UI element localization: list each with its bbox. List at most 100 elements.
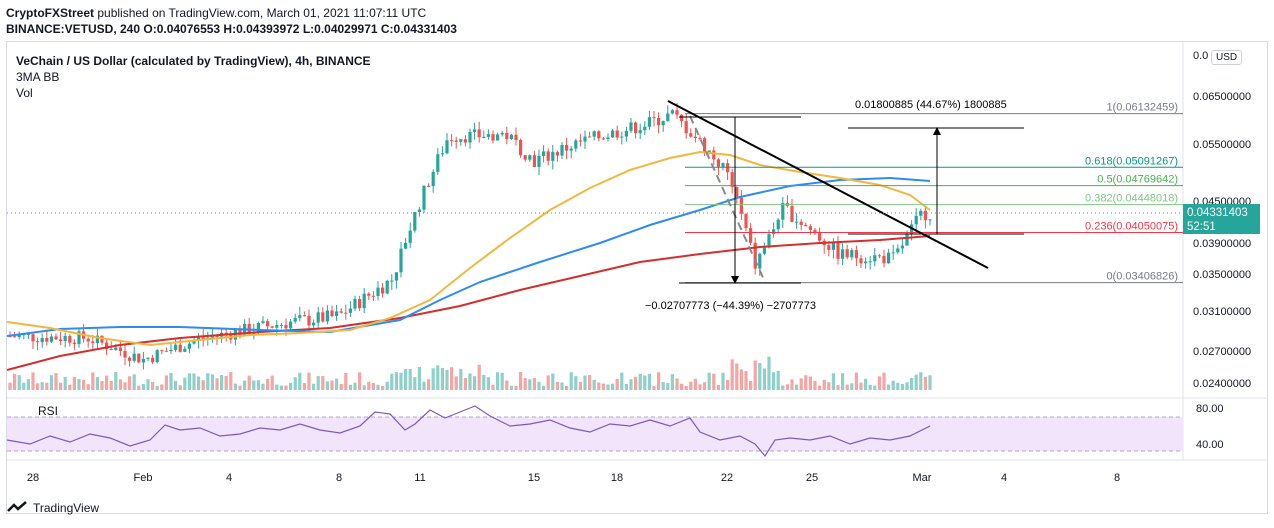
volume-bar [348, 384, 352, 390]
rsi-tick-label: 80.00 [1196, 403, 1224, 415]
volume-bar [141, 383, 145, 390]
volume-bar [574, 376, 578, 390]
volume-bar [721, 372, 725, 390]
volume-bar [583, 375, 587, 390]
candle-body [643, 126, 647, 131]
candle-body [348, 308, 352, 313]
volume-bar [537, 381, 541, 390]
candle-body [845, 249, 849, 258]
candle-body [128, 357, 132, 361]
volume-bar [63, 376, 67, 390]
candle-body [339, 311, 343, 313]
volume-bar [160, 384, 164, 390]
tradingview-brand: TradingView [33, 501, 100, 515]
candle-body [77, 331, 81, 345]
lower-measure-label: −0.02707773 (−44.39%) −2707773 [645, 300, 816, 312]
candle-body [555, 152, 559, 156]
volume-bar [873, 385, 877, 390]
candle-body [896, 248, 900, 253]
volume-bar [454, 376, 458, 390]
volume-bar [505, 380, 509, 390]
volume-bar [698, 384, 702, 390]
volume-bar [436, 365, 440, 390]
volume-bar [399, 372, 403, 390]
volume-bar [896, 382, 900, 390]
candle-body [873, 255, 877, 262]
arrow-head [933, 127, 941, 135]
volume-bar [827, 382, 831, 390]
volume-bar [813, 380, 817, 390]
volume-bar [726, 379, 730, 390]
candle-body [739, 197, 743, 214]
rsi-band [7, 417, 1183, 451]
candle-body [804, 224, 808, 227]
currency-badge[interactable]: USD [1211, 50, 1243, 65]
volume-bar [776, 370, 780, 390]
candle-body [312, 322, 316, 326]
volume-bar [344, 373, 348, 390]
y-tick-label: 0.02400000 [1193, 378, 1251, 390]
x-tick-label: Mar [913, 472, 932, 484]
candle-body [831, 241, 835, 250]
time-axis[interactable]: 28 Feb 4 8 11 15 18 22 25 Mar 4 8 [27, 472, 1120, 484]
candle-body [477, 129, 481, 138]
volume-bar [555, 381, 559, 390]
x-tick-label: 15 [528, 472, 540, 484]
candle-body [72, 342, 76, 345]
candle-body [486, 134, 490, 137]
candle-body [284, 324, 288, 329]
volume-bar [611, 383, 615, 390]
x-tick-label: 8 [1114, 472, 1120, 484]
candle-body [36, 341, 40, 343]
volume-bar [40, 382, 44, 390]
candle-body [523, 155, 527, 160]
volume-bar [22, 382, 26, 390]
volume-bar [169, 372, 173, 390]
candle-body [703, 138, 707, 153]
x-tick-label: 4 [1001, 472, 1007, 484]
candle-body [54, 336, 58, 340]
candle-body [279, 324, 283, 326]
price-axis[interactable]: 0.00.065000000.055000000.045000000.03900… [1193, 50, 1251, 390]
volume-bar [845, 384, 849, 390]
candle-body [49, 336, 53, 342]
descending-trendline[interactable] [667, 100, 989, 269]
volume-bars [8, 356, 932, 390]
candlesticks [8, 103, 932, 370]
volume-bar [404, 369, 408, 390]
volume-bar [105, 375, 109, 390]
volume-bar [59, 382, 63, 390]
volume-bar [532, 378, 536, 390]
fib-label: 0.382(0.04448018) [1085, 193, 1178, 205]
candle-body [289, 321, 293, 329]
ma-red [6, 235, 931, 371]
candle-body [712, 150, 716, 160]
candle-body [657, 117, 661, 126]
dashed-decline-line [689, 115, 766, 283]
volume-bar [680, 383, 684, 390]
volume-bar [473, 376, 477, 390]
publish-info: CryptoFXStreet published on TradingView.… [6, 6, 426, 20]
candle-body [514, 134, 518, 140]
candle-body [63, 335, 67, 342]
candle-body [26, 334, 30, 336]
candle-body [371, 295, 375, 297]
candle-body [482, 136, 486, 138]
volume-bar [624, 383, 628, 390]
y-tick-label: 0.05500000 [1193, 139, 1251, 151]
candle-body [399, 248, 403, 273]
volume-bar [569, 372, 573, 390]
candle-body [316, 312, 320, 323]
candle-body [137, 353, 141, 363]
candle-body [114, 347, 118, 351]
candle-body [767, 234, 771, 248]
candle-body [187, 343, 191, 349]
y-tick-label: 0.03900000 [1193, 238, 1251, 250]
volume-bar [77, 379, 81, 390]
volume-bar [882, 372, 886, 390]
volume-bar [891, 380, 895, 390]
volume-bar [716, 384, 720, 390]
volume-bar [703, 382, 707, 390]
candle-body [109, 349, 113, 351]
